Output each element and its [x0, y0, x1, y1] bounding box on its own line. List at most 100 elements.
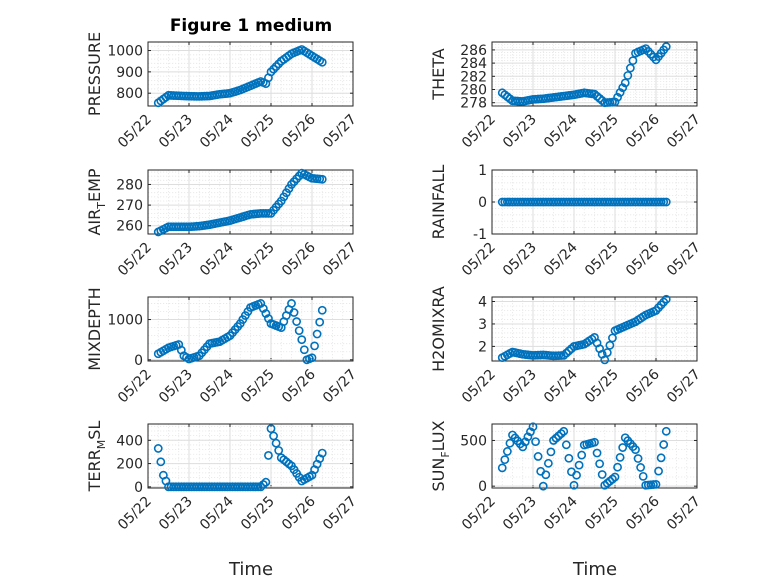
data-point	[615, 88, 625, 97]
y-tick-label: 900	[116, 65, 143, 81]
data-point	[636, 463, 646, 472]
data-point	[317, 448, 327, 458]
series-markers	[497, 197, 671, 207]
data-point	[256, 482, 266, 492]
data-point	[543, 458, 553, 468]
x-tick-label: 05/24	[197, 493, 237, 533]
x-tick-label: 05/25	[582, 240, 622, 280]
y-tick-label: 280	[116, 177, 143, 193]
data-point	[266, 67, 276, 77]
subplot-sun-flux: 05/22 05/23 05/24 05/25 05/26 05/27 0 500 SUNFLU…	[429, 420, 704, 533]
data-point	[651, 479, 661, 489]
y-tick-label: 1000	[107, 44, 143, 60]
x-tick-label: 05/26	[623, 111, 663, 151]
data-point	[153, 444, 163, 453]
data-point	[317, 174, 327, 184]
y-tick-label: 280	[460, 83, 487, 99]
y-tick-label: 1	[478, 163, 487, 179]
series-markers	[497, 294, 671, 365]
y-tick-label: 0	[478, 195, 487, 211]
subplot-terr-msl: 05/22 05/23 05/24 05/25 05/26 05/27 0 200 400 TER…	[85, 421, 360, 534]
data-point	[528, 422, 538, 432]
x-tick-label: 05/26	[279, 239, 319, 279]
data-point	[605, 340, 615, 350]
axis-box	[491, 169, 698, 235]
x-tick-label: 05/27	[664, 494, 704, 534]
x-tick-label: 05/27	[664, 367, 704, 407]
data-point	[592, 448, 602, 458]
data-point	[659, 440, 669, 449]
data-point	[274, 59, 284, 69]
subplot-air-temp: 05/22 05/23 05/24 05/25 05/26 05/27 260 270 280 A…	[85, 168, 360, 279]
axis-box	[491, 41, 698, 107]
data-point	[615, 452, 625, 462]
subplot-rainfall: 05/22 05/23 05/24 05/25 05/26 05/27 -1 0 1 RAINFA…	[429, 163, 704, 279]
x-tick-label: 05/23	[156, 367, 196, 407]
subplot-h2omixra: 05/22 05/23 05/24 05/25 05/26 05/27 2 3 4 H2OMIXR…	[429, 286, 704, 406]
x-tick-label: 05/24	[197, 239, 237, 279]
data-point	[500, 455, 510, 465]
x-tick-label: 05/22	[459, 494, 499, 534]
data-point	[317, 57, 327, 67]
data-point	[633, 454, 643, 463]
y-axis-label: MIXDEPTH	[85, 287, 104, 370]
data-point	[287, 299, 296, 308]
series-markers	[153, 299, 327, 365]
x-axis-label-right: Time	[572, 559, 617, 580]
x-tick-label: 05/22	[459, 112, 499, 152]
y-tick-label: 260	[116, 219, 143, 235]
y-axis-label: TERRMSL	[85, 421, 108, 493]
y-tick-label: 3	[478, 317, 487, 333]
data-point	[654, 466, 663, 476]
data-point	[307, 353, 317, 363]
y-tick-label: 200	[116, 457, 143, 473]
series-markers	[497, 42, 671, 108]
data-point	[502, 447, 512, 456]
data-point	[559, 350, 569, 360]
axis-box	[147, 423, 354, 489]
data-point	[251, 482, 261, 492]
x-tick-label: 05/25	[238, 367, 278, 407]
series-markers	[153, 424, 327, 492]
data-point	[569, 480, 579, 490]
x-tick-label: 05/23	[500, 494, 540, 534]
x-tick-label: 05/25	[582, 112, 622, 152]
data-point	[656, 197, 666, 207]
y-tick-label: 0	[134, 480, 143, 496]
data-point	[661, 294, 671, 304]
y-tick-label: 270	[116, 198, 143, 214]
y-tick-label: 286	[460, 43, 487, 59]
y-tick-label: 800	[116, 86, 143, 102]
data-point	[659, 197, 669, 207]
x-tick-label: 05/24	[541, 239, 581, 279]
x-tick-label: 05/26	[623, 366, 663, 406]
axis-box	[491, 423, 698, 489]
axis-box	[147, 41, 354, 107]
data-point	[556, 429, 566, 438]
data-point	[577, 450, 587, 460]
data-point	[597, 470, 607, 479]
x-tick-label: 05/25	[238, 494, 278, 534]
x-tick-label: 05/22	[115, 112, 155, 152]
data-point	[661, 42, 671, 52]
data-point	[297, 335, 307, 345]
x-tick-label: 05/26	[623, 493, 663, 533]
data-point	[623, 71, 633, 80]
data-point	[595, 459, 605, 469]
x-tick-label: 05/24	[541, 366, 581, 406]
data-point	[546, 447, 556, 457]
y-axis-label: RAINFALL	[429, 165, 448, 240]
x-tick-label: 05/23	[500, 112, 540, 152]
data-point	[610, 97, 620, 107]
data-point	[628, 56, 638, 66]
x-tick-label: 05/26	[623, 239, 663, 279]
y-tick-label: 0	[134, 353, 143, 369]
y-tick-label: 4	[478, 294, 487, 310]
data-point	[274, 446, 284, 455]
data-point	[266, 424, 276, 434]
figure-title: Figure 1 medium	[170, 16, 332, 36]
x-tick-label: 05/27	[664, 240, 704, 280]
data-point	[261, 208, 271, 218]
x-tick-label: 05/22	[115, 367, 155, 407]
